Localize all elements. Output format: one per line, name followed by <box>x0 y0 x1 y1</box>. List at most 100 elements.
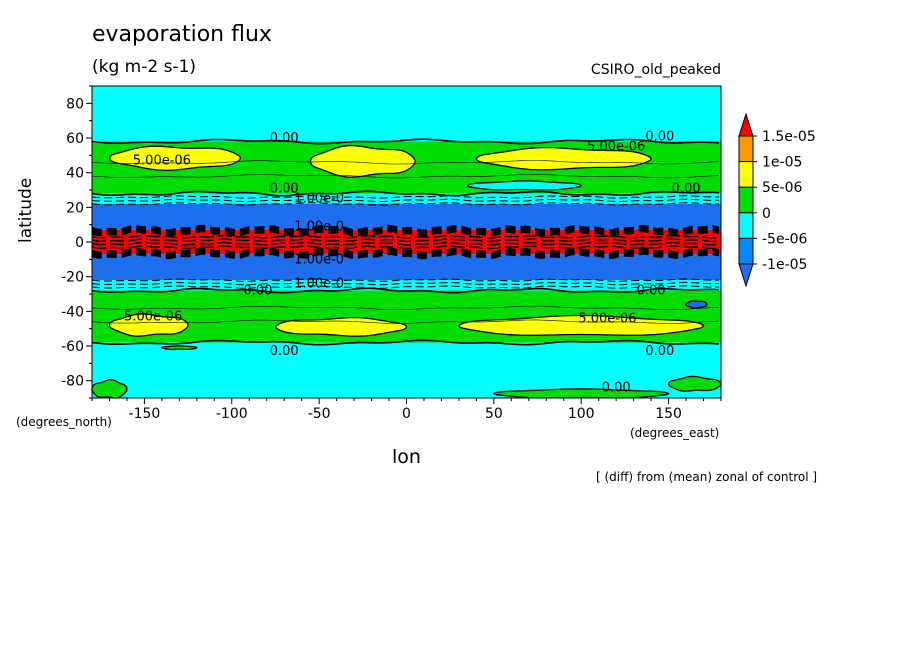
contour-line <box>91 281 719 286</box>
contour-label: 0.00 <box>672 181 701 196</box>
x-axis: -150 -100 -50 0 50 100 150 <box>91 398 722 422</box>
contour-lines <box>91 138 720 346</box>
contour-label: 0.00 <box>270 344 299 359</box>
contour-line <box>91 160 720 165</box>
contour-line <box>91 241 720 246</box>
y-tick-label: -80 <box>61 374 84 390</box>
contour-line <box>91 138 720 145</box>
contour-line <box>91 247 720 255</box>
chart-units: (kg m-2 s-1) <box>92 57 197 77</box>
legend-swatch <box>738 112 754 137</box>
legend-swatch <box>738 186 754 214</box>
contour-label: 0.00 <box>645 344 674 359</box>
contour-label: 0.00 <box>645 129 674 144</box>
contour-patch <box>475 146 652 171</box>
legend-label: 5e-06 <box>762 180 802 196</box>
contour-line <box>91 229 720 237</box>
contour-patch <box>274 316 408 337</box>
contour-label: 0.00 <box>602 381 631 396</box>
legend-label: 1e-05 <box>762 155 802 171</box>
y-axis: 80 60 40 20 0 -20 -40 -60 -80 <box>61 85 92 399</box>
contour-line <box>91 238 720 243</box>
contour-label: 5.00e-06 <box>578 311 636 326</box>
contour-line <box>91 202 719 206</box>
contour-line <box>91 249 720 256</box>
legend-swatch <box>738 263 754 288</box>
lat-band <box>92 254 721 281</box>
x-axis-units: (degrees_east) <box>630 426 720 440</box>
y-tick-label: -20 <box>61 270 84 286</box>
contour-line <box>91 278 720 282</box>
legend-swatch <box>738 135 754 163</box>
contour-line <box>91 245 720 250</box>
contour-line <box>91 319 720 324</box>
contour-patch <box>108 313 189 337</box>
color-legend: 1.5e-05 1e-05 5e-06 0 -5e-06 -1e-05 <box>738 112 816 288</box>
contour-line <box>91 195 720 199</box>
contour-line <box>91 226 720 234</box>
legend-label: -1e-05 <box>762 257 807 273</box>
x-axis-label: lon <box>392 446 421 468</box>
x-tick-label: -150 <box>129 406 161 422</box>
y-tick-label: 80 <box>66 96 84 112</box>
legend-label: -5e-06 <box>762 231 808 247</box>
model-name: CSIRO_old_peaked <box>590 62 721 78</box>
contour-line <box>91 174 720 179</box>
chart-title: evaporation flux <box>92 22 272 47</box>
contour-line <box>91 228 720 235</box>
x-tick-label: 150 <box>655 406 682 422</box>
y-tick-label: -60 <box>61 339 84 355</box>
footnote: [ (diff) from (mean) zonal of control ] <box>596 470 818 484</box>
x-tick-label: -50 <box>308 406 331 422</box>
lat-band <box>92 203 721 230</box>
contour-label: 0.00 <box>270 181 299 196</box>
contour-label: 1.00e-0 <box>294 252 344 267</box>
y-tick-label: 0 <box>75 235 84 251</box>
legend-label: 0 <box>762 206 771 222</box>
contour-line <box>91 224 720 232</box>
contour-line <box>91 305 720 310</box>
lat-band <box>92 86 721 142</box>
contour-label: 0.00 <box>270 131 299 146</box>
x-tick-label: -100 <box>216 406 248 422</box>
lat-band <box>92 342 721 398</box>
contour-label: 0.00 <box>244 284 273 299</box>
x-tick-label: 0 <box>402 406 411 422</box>
lat-band <box>92 193 721 204</box>
contour-label: 5.00e-06 <box>133 154 191 169</box>
contour-line <box>91 339 720 346</box>
contour-label: 1.00e-0 <box>294 277 344 292</box>
contour-line <box>91 198 719 203</box>
legend-swatch <box>738 212 754 239</box>
contour-patch <box>685 300 708 309</box>
contour-patch <box>667 375 722 392</box>
contour-label: 1.00e-0 <box>294 192 344 207</box>
x-tick-label: 100 <box>568 406 595 422</box>
contour-line <box>91 190 720 197</box>
contour-label: 0.00 <box>637 284 666 299</box>
contour-line <box>91 252 720 260</box>
legend-swatch <box>738 237 754 265</box>
contour-line <box>91 234 720 239</box>
contour-patch <box>161 345 198 351</box>
lat-band <box>92 280 721 291</box>
legend-label: 1.5e-05 <box>762 129 816 145</box>
y-tick-label: 40 <box>66 166 84 182</box>
contour-patch <box>108 145 242 172</box>
x-tick-label: 50 <box>485 406 503 422</box>
contour-line <box>91 287 720 294</box>
legend-swatch <box>738 161 754 188</box>
contour-label: 5.00e-06 <box>587 140 645 155</box>
contour-line <box>91 250 720 258</box>
contour-labels: 0.00 0.005.00e-065.00e-060.00 0.001.00e-01… <box>124 129 700 395</box>
y-tick-label: 60 <box>66 131 84 147</box>
y-tick-label: -40 <box>61 304 84 320</box>
y-axis-units: (degrees_north) <box>16 415 112 429</box>
contour-patch <box>466 180 583 191</box>
y-tick-label: 20 <box>66 200 84 216</box>
contour-patch <box>309 144 416 178</box>
contour-label: 5.00e-06 <box>124 310 182 325</box>
contour-label: 1.00e-0 <box>294 219 344 234</box>
contour-line <box>91 285 719 289</box>
